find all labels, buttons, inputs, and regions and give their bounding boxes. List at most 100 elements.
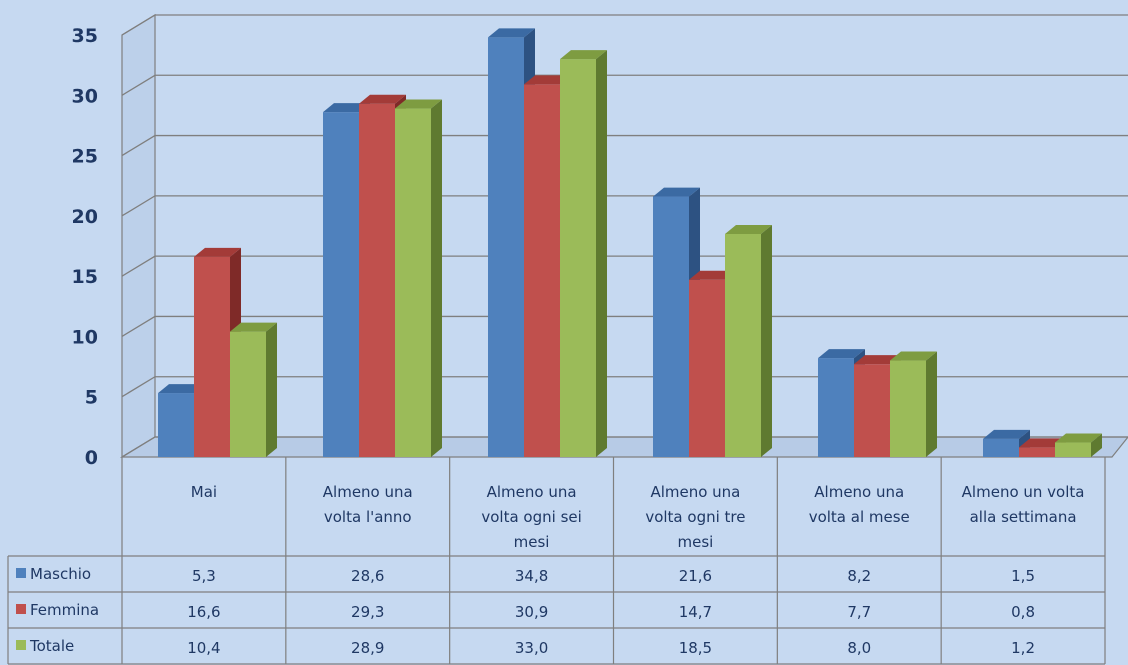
bar-top: [689, 270, 736, 280]
bar-top: [323, 103, 370, 113]
side-wall: [121, 13, 156, 459]
data-label: 8,0: [847, 639, 871, 657]
data-label: 34,8: [515, 567, 548, 585]
gridline: [121, 14, 1128, 36]
bar-front: [689, 279, 725, 457]
y-tick-label: 0: [85, 447, 98, 469]
bar: [1055, 433, 1102, 457]
gridlines: [121, 14, 1128, 458]
y-tick-label: 35: [72, 25, 98, 47]
gridline: [121, 315, 1128, 337]
data-label: 0,8: [1011, 603, 1035, 621]
bar-top: [230, 322, 277, 332]
bar: [230, 322, 277, 457]
bar-top: [890, 351, 937, 361]
data-label: 28,6: [351, 567, 384, 585]
data-label: 30,9: [515, 603, 548, 621]
data-label: 16,6: [187, 603, 220, 621]
bar: [395, 99, 442, 457]
bar-front: [653, 196, 689, 457]
category-label: Mai: [191, 483, 217, 501]
y-tick-label: 25: [72, 146, 98, 168]
bar-top: [560, 50, 607, 60]
gridline: [121, 255, 1128, 277]
bar-top: [1019, 438, 1066, 448]
bar-front: [524, 84, 560, 457]
category-label: Almeno una: [814, 483, 904, 501]
data-label: 7,7: [847, 603, 871, 621]
category-label: mesi: [678, 533, 714, 551]
category-label: alla settimana: [970, 508, 1077, 526]
bar-side: [1091, 433, 1102, 457]
bar-front: [818, 358, 854, 457]
bar-front: [983, 438, 1019, 457]
data-label: 5,3: [192, 567, 216, 585]
bar-side: [761, 224, 772, 457]
y-axis: 0 5 10 15 20 25 30 35: [72, 25, 98, 469]
gridline: [121, 376, 1128, 398]
category-label: volta ogni sei: [481, 508, 581, 526]
bars: [158, 28, 1102, 458]
data-label: 29,3: [351, 603, 384, 621]
category-label: Almeno una: [323, 483, 413, 501]
y-tick-label: 15: [72, 266, 98, 288]
bar-front: [488, 37, 524, 457]
y-tick-label: 20: [72, 206, 98, 228]
category-label: Almeno un volta: [962, 483, 1085, 501]
legend-label: Totale: [29, 637, 74, 655]
data-label: 33,0: [515, 639, 548, 657]
bar-side: [431, 99, 442, 457]
bar-side: [266, 322, 277, 457]
y-tick-label: 10: [72, 326, 98, 348]
category-label: Almeno una: [487, 483, 577, 501]
bar-front: [1019, 447, 1055, 457]
category-label: Almeno una: [650, 483, 740, 501]
bar-front: [890, 360, 926, 457]
gridline: [121, 74, 1128, 96]
bar-front: [725, 233, 761, 457]
bar-top: [818, 349, 865, 359]
data-label: 14,7: [679, 603, 712, 621]
bar-front: [359, 103, 395, 458]
data-label: 21,6: [679, 567, 712, 585]
bar-side: [596, 50, 607, 457]
data-label: 1,5: [1011, 567, 1035, 585]
bar-top: [983, 429, 1030, 439]
bar-top: [359, 94, 406, 104]
legend-swatch: [16, 640, 26, 650]
data-label: 28,9: [351, 639, 384, 657]
data-label: 1,2: [1011, 639, 1035, 657]
bar-side: [926, 351, 937, 457]
category-label: volta l'anno: [324, 508, 412, 526]
bar-top: [1055, 433, 1102, 443]
data-label: 8,2: [847, 567, 871, 585]
bar-top: [158, 384, 205, 394]
bar: [560, 50, 607, 457]
gridline: [121, 436, 1128, 458]
bar-top: [854, 355, 901, 365]
bar-front: [1055, 442, 1091, 457]
bar-front: [230, 331, 266, 457]
data-label: 10,4: [187, 639, 220, 657]
category-label: volta al mese: [809, 508, 910, 526]
bar-top: [488, 28, 535, 38]
bar-front: [395, 108, 431, 457]
category-label: mesi: [514, 533, 550, 551]
legend-label: Maschio: [30, 565, 91, 583]
gridline: [121, 134, 1128, 157]
legend-swatch: [16, 604, 26, 614]
gridline: [121, 195, 1128, 217]
data-label: 18,5: [679, 639, 712, 657]
bar-front: [854, 364, 890, 457]
bar-front: [158, 393, 194, 457]
bar-front: [560, 59, 596, 457]
data-table: Mai Almeno una volta l'anno Almeno una volta…: [7, 457, 1106, 665]
bar: [725, 224, 772, 457]
bar-top: [725, 224, 772, 234]
legend-label: Femmina: [30, 601, 99, 619]
bar-top: [653, 187, 700, 197]
bar-front: [323, 112, 359, 457]
y-tick-label: 30: [72, 85, 98, 107]
bar: [194, 247, 241, 457]
